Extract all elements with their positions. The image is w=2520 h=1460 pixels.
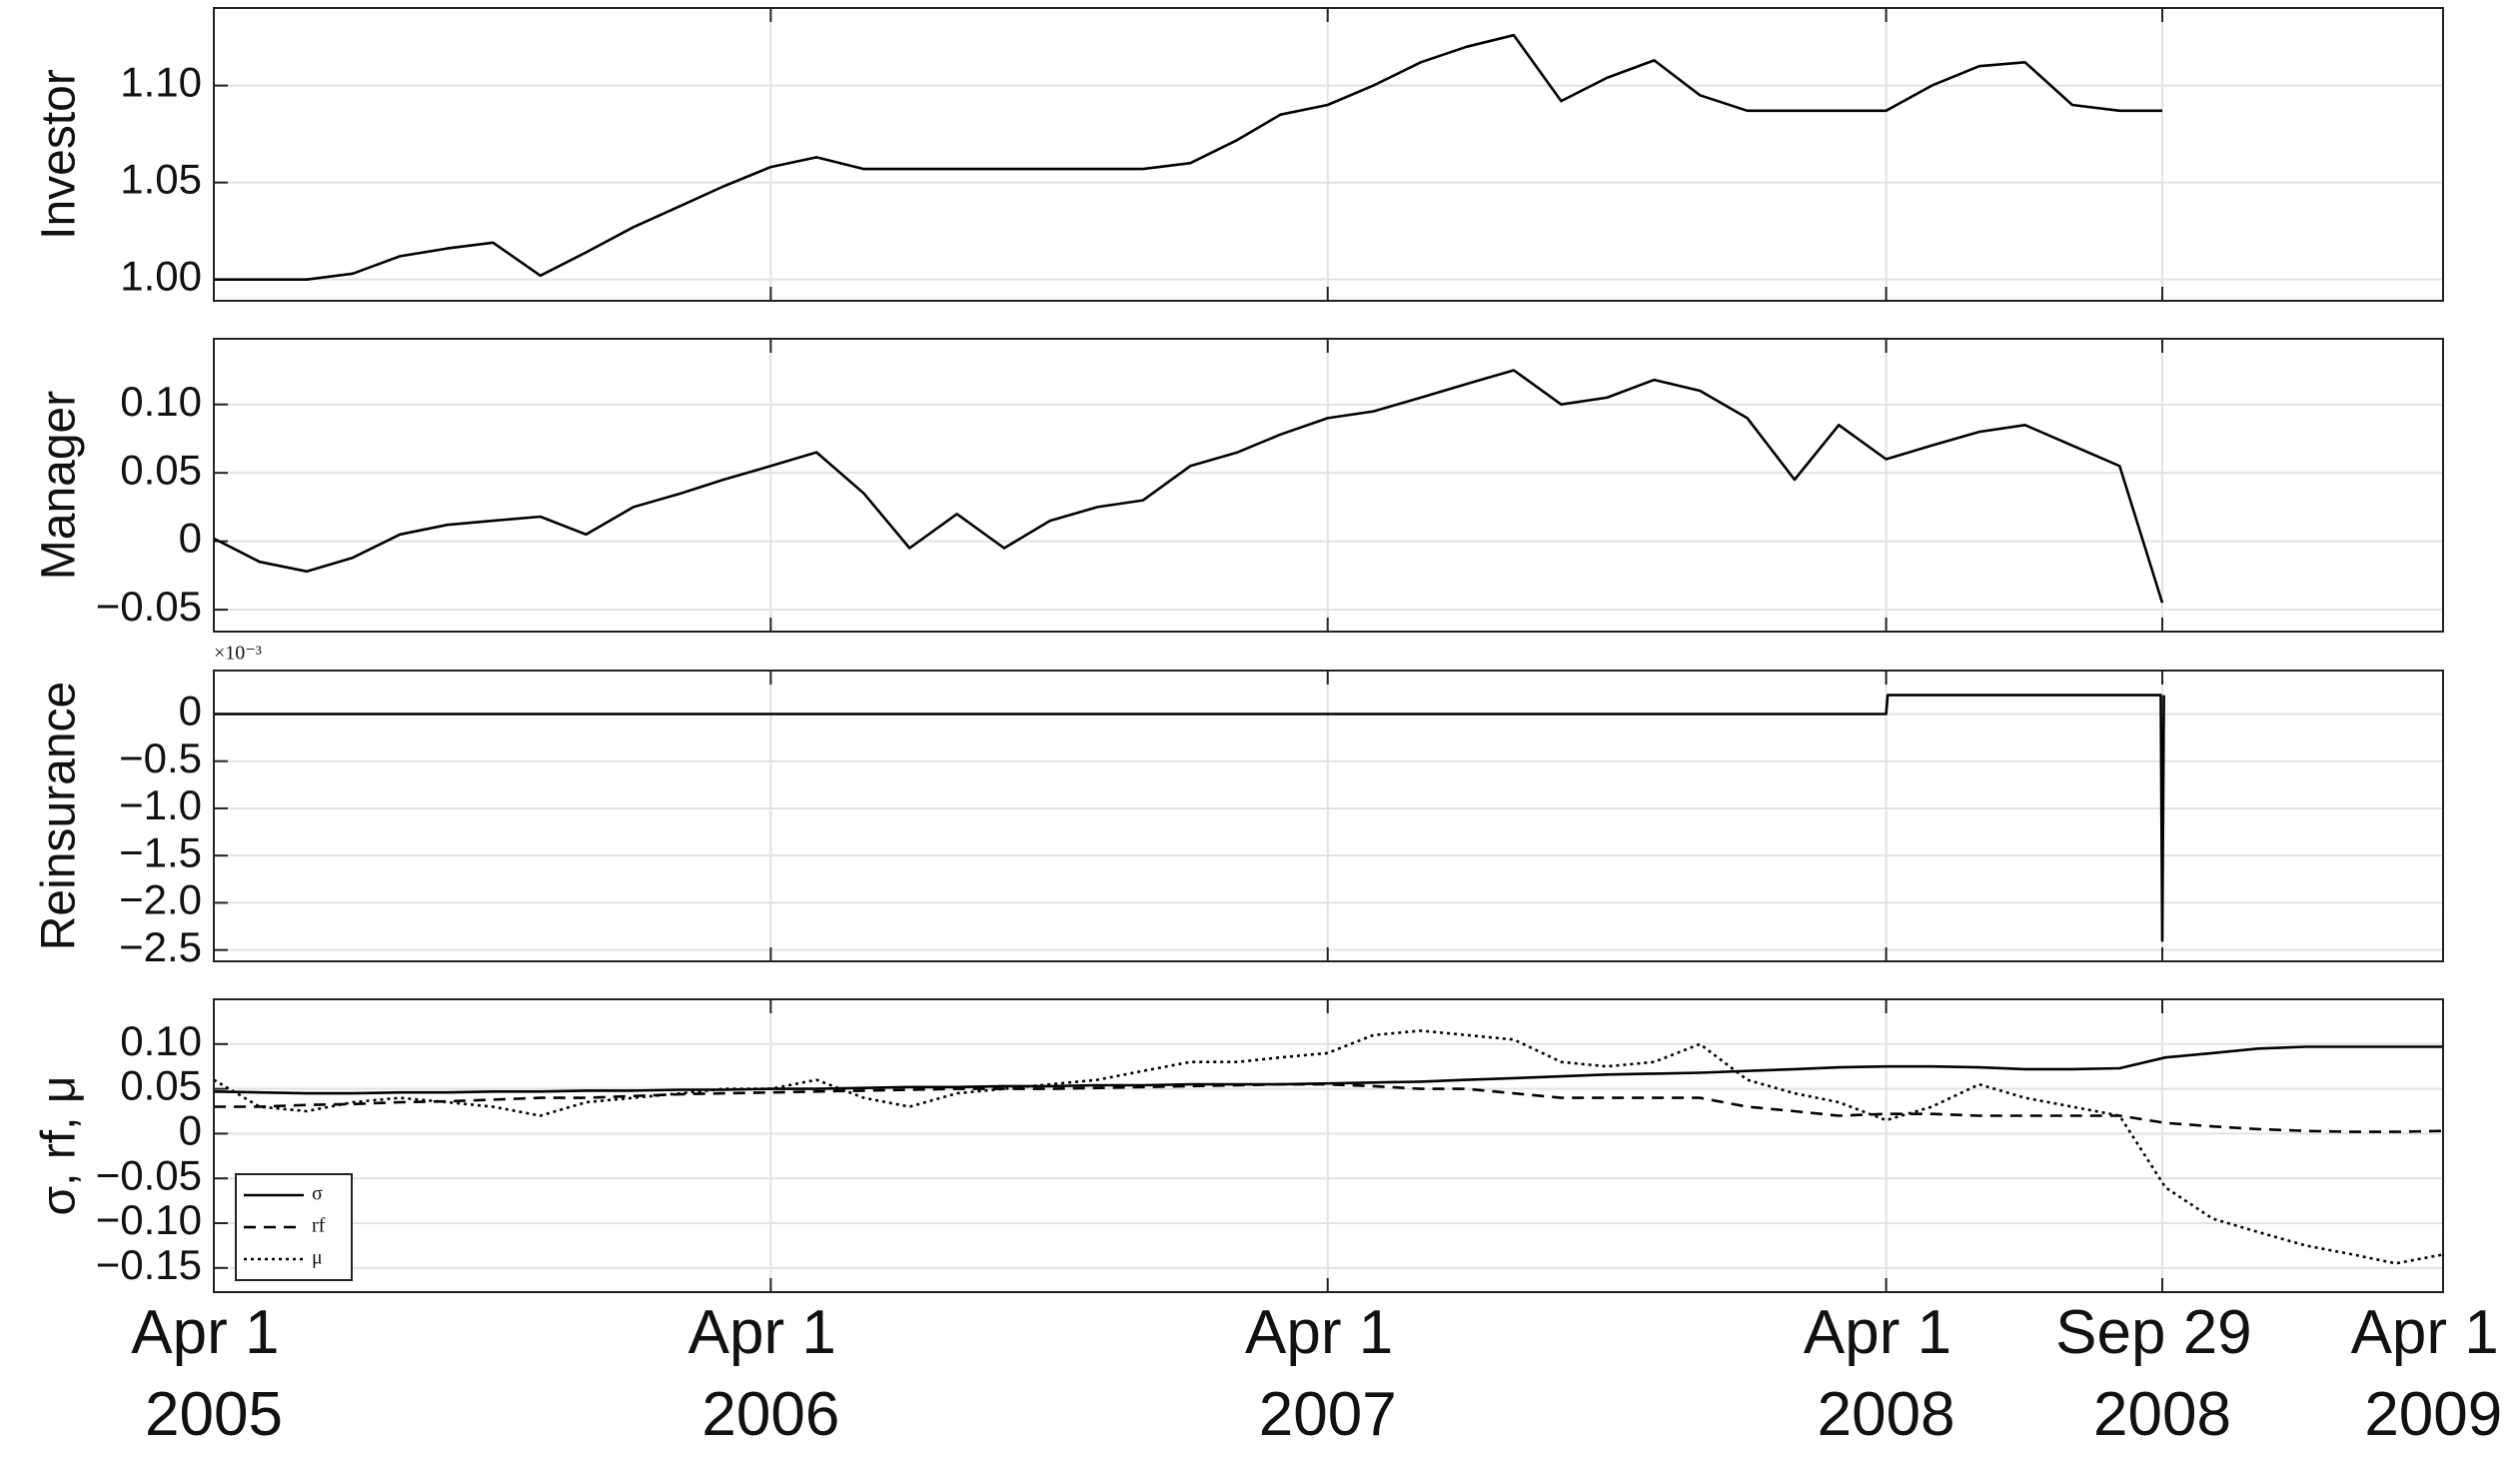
data-line [214, 694, 2165, 942]
y-tick-label: −2.5 [119, 923, 202, 970]
y-multiplier: ×10⁻³ [214, 643, 262, 665]
data-line [213, 369, 2164, 604]
y-tick-label: −1.0 [119, 781, 202, 828]
plot-frame [213, 998, 2444, 1293]
x-tick-label: Apr 1 2006 [688, 1298, 853, 1449]
y-tick-label: 0 [179, 1106, 202, 1153]
y-tick-label: 1.10 [120, 59, 202, 106]
plot-frame [213, 670, 2444, 962]
y-axis-label: σ, rf, μ [33, 1076, 86, 1216]
legend-label: σ [312, 1183, 323, 1205]
data-line [213, 1045, 2443, 1095]
data-line [214, 1082, 2444, 1133]
y-tick-label: 1.00 [120, 253, 202, 300]
x-tick-label: Apr 1 2007 [1245, 1298, 1410, 1449]
y-axis-label: Reinsurance [33, 682, 86, 950]
y-tick-label: −0.05 [96, 583, 202, 630]
y-tick-label: 0.10 [120, 378, 202, 425]
legend-label: rf [312, 1215, 326, 1237]
y-tick-label: −0.5 [119, 734, 202, 781]
y-axis-label: Investor [33, 69, 86, 240]
data-line [214, 33, 2162, 281]
legend-label: μ [312, 1247, 323, 1269]
x-tick-label: Apr 1 2008 [1804, 1298, 1968, 1449]
y-tick-label: −1.5 [119, 828, 202, 875]
y-axis-label: Manager [33, 391, 86, 580]
y-tick-label: −0.15 [96, 1241, 202, 1288]
y-tick-label: −2.0 [119, 876, 202, 923]
y-tick-label: 0 [179, 515, 202, 562]
x-tick-label: Apr 1 2009 [2351, 1298, 2516, 1449]
y-tick-label: −0.05 [96, 1151, 202, 1198]
y-tick-label: 0.05 [120, 1062, 202, 1109]
y-tick-label: −0.10 [96, 1196, 202, 1243]
y-tick-label: 1.05 [120, 156, 202, 203]
plot-frame [213, 7, 2444, 302]
plot-frame [213, 338, 2444, 633]
data-line [213, 1029, 2444, 1265]
y-tick-label: 0.10 [120, 1017, 202, 1064]
x-tick-label: Sep 29 2008 [2055, 1298, 2269, 1449]
x-tick-label: Apr 1 2005 [131, 1298, 296, 1449]
y-tick-label: 0.05 [120, 446, 202, 493]
y-tick-label: 0 [179, 688, 202, 734]
